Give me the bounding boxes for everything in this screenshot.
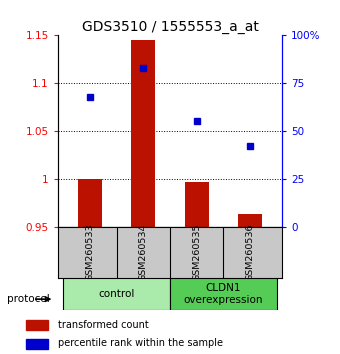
Bar bbox=[63, 278, 170, 310]
Text: GSM260533: GSM260533 bbox=[85, 223, 95, 281]
Text: percentile rank within the sample: percentile rank within the sample bbox=[58, 338, 223, 348]
Text: transformed count: transformed count bbox=[58, 320, 149, 330]
Bar bbox=[238, 214, 262, 227]
Bar bbox=[27, 339, 48, 349]
Bar bbox=[131, 40, 155, 227]
Bar bbox=[78, 179, 102, 227]
Title: GDS3510 / 1555553_a_at: GDS3510 / 1555553_a_at bbox=[82, 21, 258, 34]
Text: protocol: protocol bbox=[7, 294, 50, 304]
Text: GSM260535: GSM260535 bbox=[192, 223, 201, 281]
Bar bbox=[185, 182, 209, 227]
Text: CLDN1
overexpression: CLDN1 overexpression bbox=[184, 283, 263, 305]
Text: GSM260534: GSM260534 bbox=[139, 223, 148, 281]
Bar bbox=[170, 278, 277, 310]
Text: GSM260536: GSM260536 bbox=[245, 223, 255, 281]
Text: control: control bbox=[98, 289, 135, 299]
Bar bbox=[27, 320, 48, 330]
